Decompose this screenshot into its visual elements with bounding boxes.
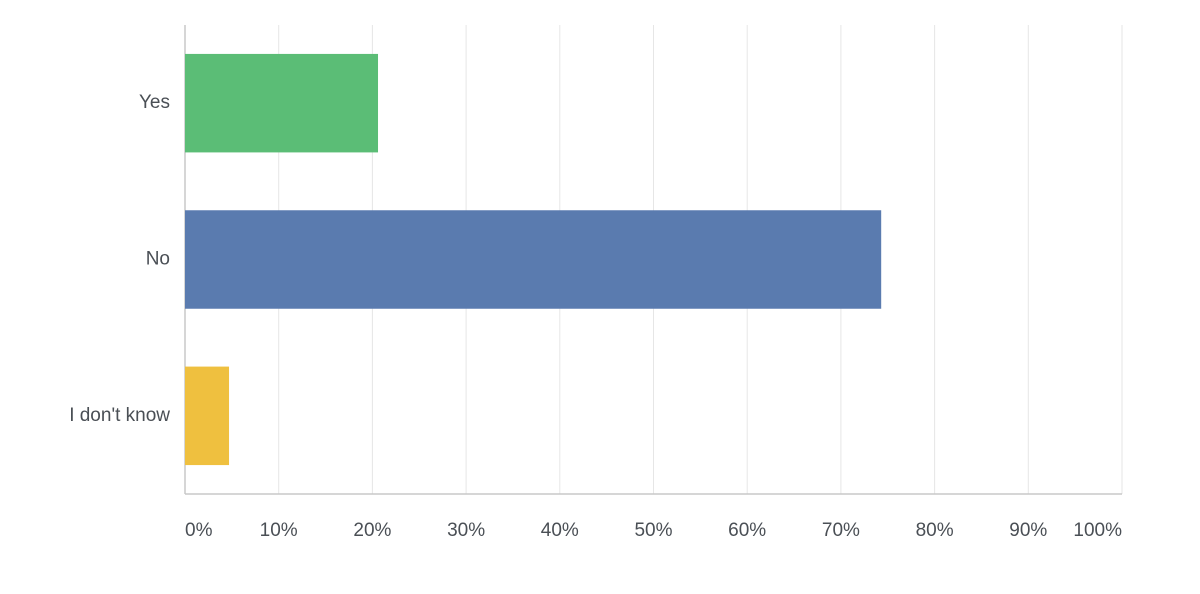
x-tick-label: 40%	[541, 520, 579, 541]
bar	[185, 210, 882, 309]
bar	[185, 53, 379, 153]
x-tick-label: 70%	[822, 520, 860, 541]
x-tick-label: 60%	[728, 520, 766, 541]
y-tick-label: Yes	[139, 92, 170, 113]
x-tick-label: 30%	[447, 520, 485, 541]
x-tick-label: 0%	[185, 520, 213, 541]
x-tick-label: 50%	[634, 520, 672, 541]
bar	[185, 366, 230, 466]
x-tick-label: 100%	[1073, 520, 1122, 541]
x-tick-label: 20%	[353, 520, 391, 541]
y-tick-label: I don't know	[69, 405, 170, 426]
y-tick-label: No	[146, 249, 170, 270]
x-tick-label: 10%	[260, 520, 298, 541]
x-tick-label: 90%	[1009, 520, 1047, 541]
x-tick-label: 80%	[916, 520, 954, 541]
